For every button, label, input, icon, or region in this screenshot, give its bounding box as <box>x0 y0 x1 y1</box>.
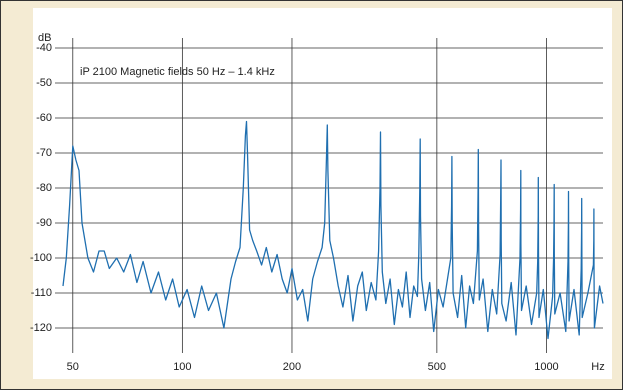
annotation: iP 2100 Magnetic fields 50 Hz – 1.4 kHz <box>80 66 275 78</box>
y-tick-label: -100 <box>30 252 52 264</box>
y-axis-label: dB <box>38 32 51 44</box>
y-tick-label: -70 <box>36 147 52 159</box>
y-tick-label: -40 <box>36 42 52 54</box>
y-tick-label: -60 <box>36 112 52 124</box>
y-tick-label: -50 <box>36 77 52 89</box>
x-tick-label: 200 <box>283 361 301 373</box>
x-tick-label: 500 <box>428 361 446 373</box>
panel <box>33 8 612 379</box>
y-tick-label: -120 <box>30 322 52 334</box>
spectrum-line <box>62 120 604 340</box>
x-axis-label: Hz <box>591 361 604 373</box>
y-tick-label: -90 <box>36 217 52 229</box>
x-tick-label: 100 <box>173 361 191 373</box>
x-tick-label: 1000 <box>534 361 558 373</box>
y-tick-label: -110 <box>31 287 52 299</box>
y-tick-label: -80 <box>36 182 52 194</box>
x-tick-label: 50 <box>67 361 79 373</box>
